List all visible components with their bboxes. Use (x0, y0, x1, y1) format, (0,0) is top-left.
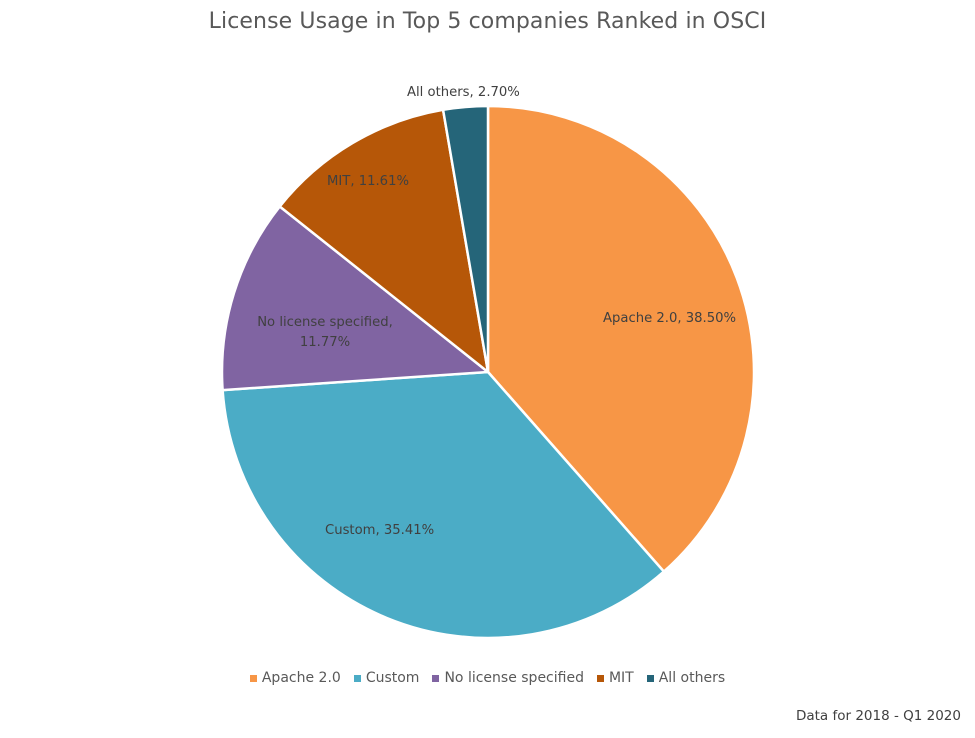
pie-slice-all-others (441, 104, 490, 374)
legend-label: Apache 2.0 (261, 670, 341, 686)
legend-item-custom: Custom (353, 670, 420, 686)
legend-label: All others (658, 670, 726, 686)
label-custom: Custom, 35.41% (325, 523, 435, 538)
pie-slice-mit (278, 108, 490, 374)
label-mit: MIT, 11.61% (327, 174, 409, 189)
legend-swatch-custom (353, 674, 361, 682)
pie-slice-custom (221, 370, 666, 640)
label-no-license-line2: 11.77% (299, 335, 351, 350)
label-all-others: All others, 2.70% (407, 85, 520, 100)
label-no-license: No license specified, 11.77% (252, 313, 398, 353)
data-period-note: Data for 2018 - Q1 2020 (795, 708, 961, 724)
pie-slice-no-license (220, 205, 490, 392)
legend-label: MIT (608, 670, 634, 686)
legend-swatch-apache (249, 674, 257, 682)
legend-swatch-mit (596, 674, 604, 682)
legend-swatch-no-license (432, 674, 440, 682)
pie-slices (220, 104, 756, 640)
chart-title: License Usage in Top 5 companies Ranked … (208, 9, 767, 34)
legend-item-apache: Apache 2.0 (249, 670, 341, 686)
pie-slice-apache (486, 104, 756, 573)
label-apache: Apache 2.0, 38.50% (603, 311, 737, 326)
legend-swatch-all-others (646, 674, 654, 682)
label-no-license-line1: No license specified, (257, 315, 393, 330)
legend-item-no-license: No license specified (432, 670, 584, 686)
legend-label: Custom (365, 670, 420, 686)
legend-item-mit: MIT (596, 670, 634, 686)
legend-label: No license specified (444, 670, 584, 686)
legend: Apache 2.0 Custom No license specified M… (0, 670, 975, 686)
legend-item-all-others: All others (646, 670, 726, 686)
